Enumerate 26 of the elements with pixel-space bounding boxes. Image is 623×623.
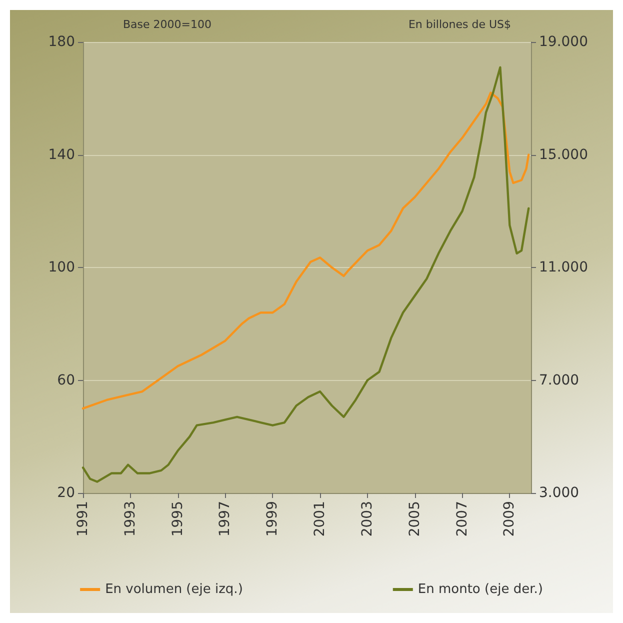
y2-tick-label: 7.000	[539, 372, 580, 388]
y-tick-label: 60	[57, 372, 75, 388]
x-tick-label: 2003	[359, 501, 376, 537]
y-tick-label: 20	[57, 485, 75, 501]
y2-axis-title: En billones de US$	[408, 18, 511, 31]
y2-tick-label: 3.000	[539, 485, 580, 501]
legend-label: En monto (eje der.)	[418, 582, 543, 597]
x-tick-label: 1991	[75, 501, 91, 537]
x-tick-label: 2005	[406, 501, 423, 537]
x-tick-label: 1999	[264, 501, 281, 537]
line-series	[82, 66, 530, 483]
line-series	[82, 92, 530, 410]
legend-label: En volumen (eje izq.)	[105, 582, 243, 597]
y-tick-label: 140	[48, 146, 75, 163]
x-tick-label: 2009	[502, 501, 518, 537]
x-tick-label: 2001	[312, 501, 328, 537]
y2-tick-label: 15.000	[539, 146, 588, 163]
y-axis-title: Base 2000=100	[123, 18, 212, 31]
x-tick-label: 1993	[122, 501, 138, 537]
y-tick-label: 180	[48, 34, 75, 50]
y-tick-label: 100	[48, 260, 75, 276]
x-tick-label: 1997	[217, 501, 234, 537]
y2-tick-label: 19.000	[539, 34, 588, 50]
y2-tick-label: 11.000	[539, 260, 588, 276]
x-tick-label: 2007	[454, 501, 470, 537]
x-tick-label: 1995	[170, 501, 186, 537]
